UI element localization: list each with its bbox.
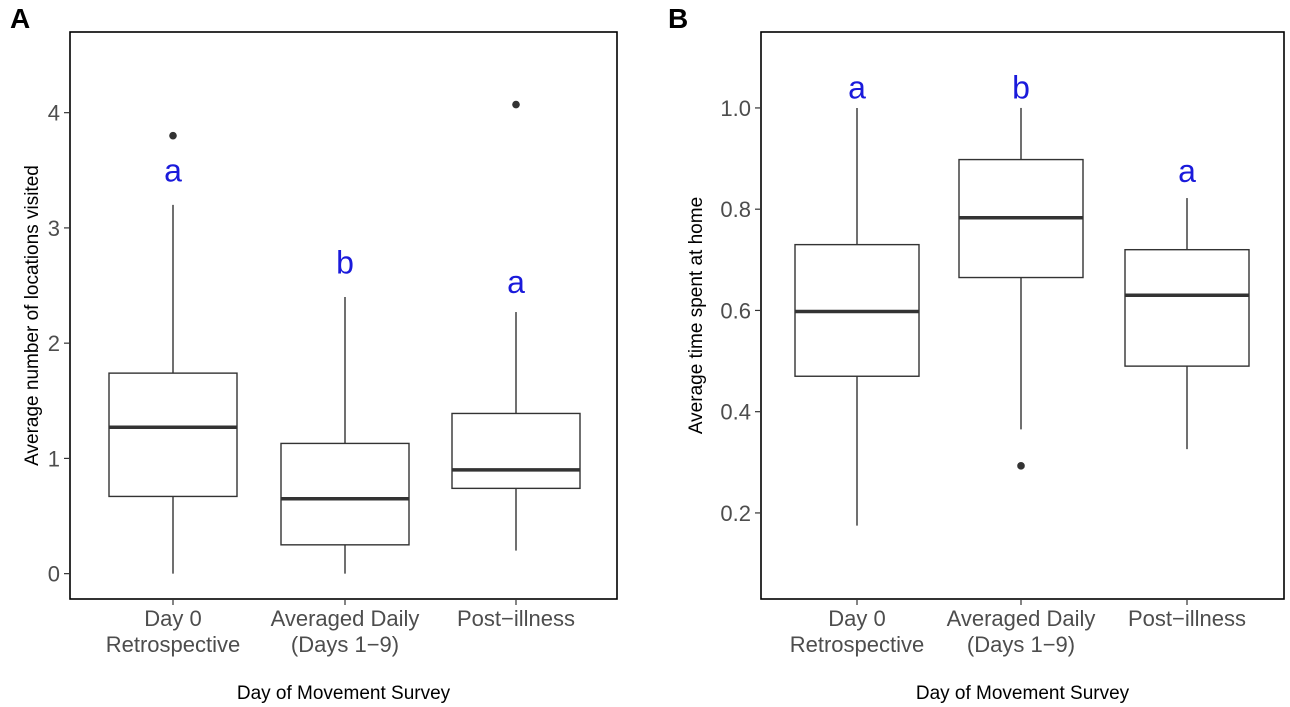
y-tick-label: 2 [48, 331, 60, 356]
y-tick-label: 0.8 [720, 197, 751, 222]
y-axis-title: Average number of locations visited [22, 165, 43, 466]
x-tick-label: Day 0 Retrospective [790, 606, 925, 657]
x-tick-label-line: Retrospective [106, 632, 241, 657]
x-tick-label: Day 0 Retrospective [106, 606, 241, 657]
panel-b: B 0.2 0.4 0.6 0.8 1.0 Day 0 Retrospective Averag… [668, 3, 1285, 704]
significance-letter: a [507, 264, 525, 300]
box-iqr [451, 412, 581, 490]
outlier-point [512, 100, 520, 109]
significance-letter: a [164, 152, 182, 188]
panel-letter: B [668, 3, 688, 34]
y-tick-label: 1.0 [720, 96, 751, 121]
x-tick-label-line: Day 0 [144, 606, 201, 631]
y-tick-label: 4 [48, 101, 60, 126]
y-tick-label: 0 [48, 562, 60, 587]
x-tick-label: Post−illness [457, 606, 575, 631]
x-tick-label-line: (Days 1−9) [291, 632, 399, 657]
x-tick-label: Post−illness [1128, 606, 1246, 631]
x-tick-label-line: Post−illness [1128, 606, 1246, 631]
y-tick-label: 3 [48, 216, 60, 241]
y-tick-label: 0.2 [720, 501, 751, 526]
box-iqr [280, 442, 410, 546]
outlier-point [1017, 462, 1025, 470]
x-axis-title: Day of Movement Survey [237, 683, 451, 704]
x-tick-label-line: Averaged Daily [947, 606, 1096, 631]
x-tick-label-line: Retrospective [790, 632, 925, 657]
y-tick-label: 0.6 [720, 298, 751, 323]
plot-frame [69, 31, 618, 600]
box-group: a [108, 131, 238, 574]
y-axis-title: Average time spent at home [686, 197, 707, 434]
y-tick-label: 0.4 [720, 400, 751, 425]
outlier-point [169, 131, 177, 140]
box-group: a [794, 70, 920, 526]
x-axis-title: Day of Movement Survey [916, 683, 1130, 704]
panel-a: A 0 1 2 3 4 Day 0 Retrospective Averaged Daily (D… [10, 3, 618, 704]
y-tick-label: 1 [48, 446, 60, 471]
significance-letter: a [1178, 153, 1196, 189]
box-iqr [1124, 248, 1250, 367]
significance-letter: a [848, 70, 866, 106]
x-tick-label-line: Post−illness [457, 606, 575, 631]
x-tick-label-line: Day 0 [828, 606, 885, 631]
box-group: b [280, 244, 410, 574]
box-iqr [108, 372, 238, 498]
box-group: a [451, 100, 581, 551]
panel-letter: A [10, 3, 30, 34]
x-tick-label: Averaged Daily (Days 1−9) [271, 606, 420, 657]
x-tick-label-line: (Days 1−9) [967, 632, 1075, 657]
significance-letter: b [1012, 70, 1030, 106]
box-group: a [1124, 153, 1250, 450]
significance-letter: b [336, 244, 354, 280]
plot-frame [760, 31, 1285, 600]
box-group: b [958, 70, 1084, 470]
x-tick-label-line: Averaged Daily [271, 606, 420, 631]
x-tick-label: Averaged Daily (Days 1−9) [947, 606, 1096, 657]
